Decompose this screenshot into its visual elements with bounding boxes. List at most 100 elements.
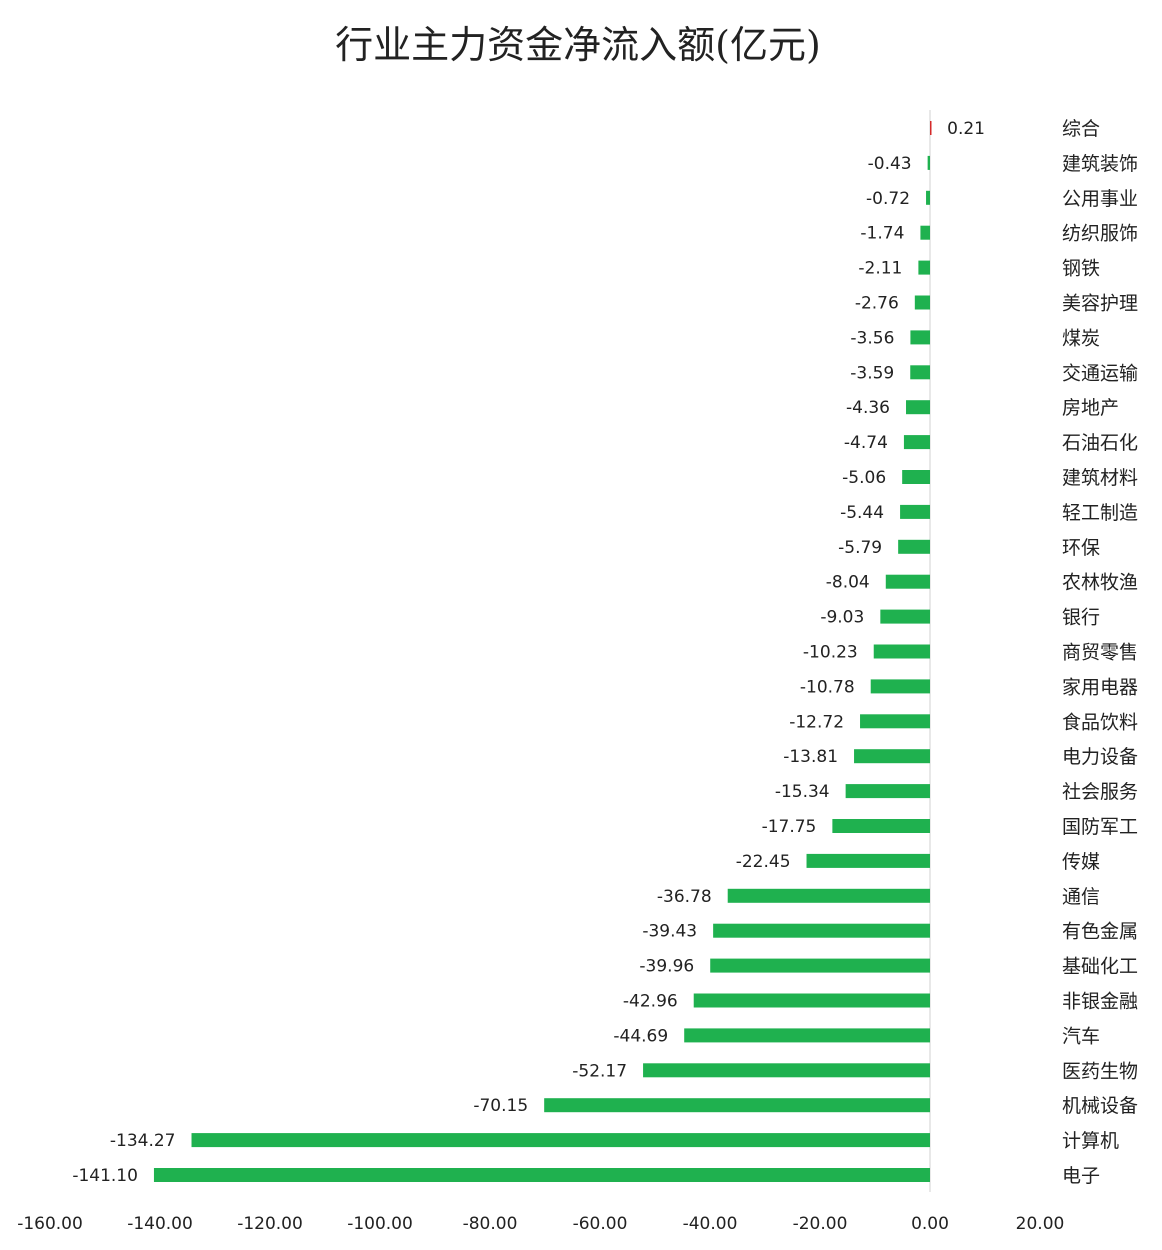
- bar-7: [910, 365, 930, 380]
- category-label: 国防军工: [1062, 816, 1138, 838]
- data-label: -3.59: [850, 363, 894, 383]
- bar-25: [693, 993, 930, 1008]
- x-tick-label: 20.00: [1016, 1214, 1065, 1234]
- category-label: 计算机: [1062, 1130, 1119, 1152]
- category-label: 通信: [1062, 886, 1100, 908]
- data-label: -4.36: [846, 398, 890, 418]
- data-label: -3.56: [850, 328, 894, 348]
- category-label: 环保: [1062, 537, 1100, 559]
- category-label: 传媒: [1062, 851, 1100, 873]
- data-label: -1.74: [860, 224, 904, 244]
- data-label: -10.78: [800, 677, 855, 697]
- bar-2: [926, 190, 930, 205]
- data-label: -39.43: [642, 922, 697, 942]
- category-label: 建筑装饰: [1062, 153, 1138, 175]
- bar-19: [845, 784, 930, 799]
- category-label: 电力设备: [1062, 746, 1138, 768]
- bar-26: [684, 1028, 930, 1043]
- data-label: -44.69: [613, 1026, 668, 1046]
- x-tick-label: -40.00: [683, 1214, 738, 1234]
- bar-21: [806, 853, 930, 868]
- x-tick-label: -140.00: [127, 1214, 193, 1234]
- category-label: 钢铁: [1062, 258, 1100, 280]
- bar-12: [898, 539, 930, 554]
- category-label: 公用事业: [1062, 188, 1138, 210]
- data-label: -17.75: [762, 817, 817, 837]
- bar-11: [900, 504, 930, 519]
- data-label: -36.78: [657, 887, 712, 907]
- category-label: 石油石化: [1062, 432, 1138, 454]
- x-tick-label: -60.00: [573, 1214, 628, 1234]
- bar-27: [643, 1063, 930, 1078]
- bar-16: [870, 679, 930, 694]
- data-label: -39.96: [639, 957, 694, 977]
- data-label: -0.43: [868, 154, 912, 174]
- category-label: 轻工制造: [1062, 502, 1138, 524]
- category-label: 医药生物: [1062, 1060, 1138, 1082]
- bar-24: [710, 958, 930, 973]
- category-label: 房地产: [1062, 397, 1119, 419]
- bar-23: [713, 923, 930, 938]
- data-label: -70.15: [473, 1096, 528, 1116]
- bar-17: [860, 714, 930, 729]
- category-label: 有色金属: [1062, 921, 1138, 943]
- data-label: -4.74: [844, 433, 888, 453]
- data-label: -2.76: [855, 294, 899, 314]
- category-label: 汽车: [1062, 1025, 1100, 1047]
- data-label: -42.96: [623, 992, 678, 1012]
- bar-9: [903, 435, 930, 450]
- x-tick-label: 0.00: [911, 1214, 949, 1234]
- bar-28: [544, 1098, 930, 1113]
- data-label: -134.27: [110, 1131, 176, 1151]
- category-label: 美容护理: [1062, 293, 1138, 315]
- bar-10: [902, 470, 930, 484]
- bar-4: [918, 260, 930, 275]
- data-label: -10.23: [803, 643, 858, 663]
- bar-8: [906, 400, 930, 415]
- x-tick-label: -80.00: [463, 1214, 518, 1234]
- chart-title: 行业主力资金净流入额(亿元): [335, 23, 821, 67]
- chart-marks: 0.21 综合 -0.43 建筑装饰 -0.72 公用事业 -1.74 纺织服饰 -2.11 钢铁…: [17, 110, 1138, 1234]
- category-label: 商贸零售: [1062, 642, 1138, 664]
- category-label: 银行: [1062, 607, 1100, 629]
- bar-30: [153, 1168, 930, 1182]
- data-label: -2.11: [858, 259, 902, 279]
- category-label: 建筑材料: [1062, 467, 1138, 489]
- data-label: -8.04: [826, 573, 870, 593]
- x-tick-label: -120.00: [237, 1214, 303, 1234]
- data-label: -5.44: [840, 503, 884, 523]
- bar-18: [854, 749, 930, 764]
- bar-20: [832, 819, 930, 833]
- bar-29: [191, 1133, 930, 1148]
- category-label: 煤炭: [1062, 327, 1100, 349]
- x-tick-label: -100.00: [347, 1214, 413, 1234]
- category-label: 社会服务: [1062, 781, 1138, 803]
- data-label: -9.03: [820, 608, 864, 628]
- category-label: 非银金融: [1062, 991, 1138, 1013]
- bar-15: [873, 644, 930, 659]
- bar-1: [927, 155, 930, 170]
- data-label: 0.21: [947, 119, 985, 139]
- bar-14: [880, 609, 930, 624]
- category-label: 基础化工: [1062, 956, 1138, 978]
- data-label: -141.10: [72, 1166, 138, 1186]
- category-label: 家用电器: [1062, 676, 1138, 698]
- bar-13: [885, 574, 930, 589]
- data-label: -52.17: [572, 1061, 627, 1081]
- category-label: 农林牧渔: [1062, 572, 1138, 594]
- category-label: 机械设备: [1062, 1095, 1138, 1117]
- data-label: -15.34: [775, 782, 830, 802]
- bar-0: [930, 121, 932, 135]
- x-tick-label: -160.00: [17, 1214, 83, 1234]
- data-label: -0.72: [866, 189, 910, 209]
- bar-5: [914, 295, 930, 310]
- bar-3: [920, 225, 930, 240]
- data-label: -13.81: [783, 747, 838, 767]
- category-label: 综合: [1062, 118, 1100, 140]
- bar-6: [910, 330, 930, 345]
- category-label: 食品饮料: [1062, 711, 1138, 733]
- category-label: 交通运输: [1062, 362, 1138, 384]
- category-label: 电子: [1062, 1165, 1100, 1187]
- category-label: 纺织服饰: [1062, 223, 1138, 245]
